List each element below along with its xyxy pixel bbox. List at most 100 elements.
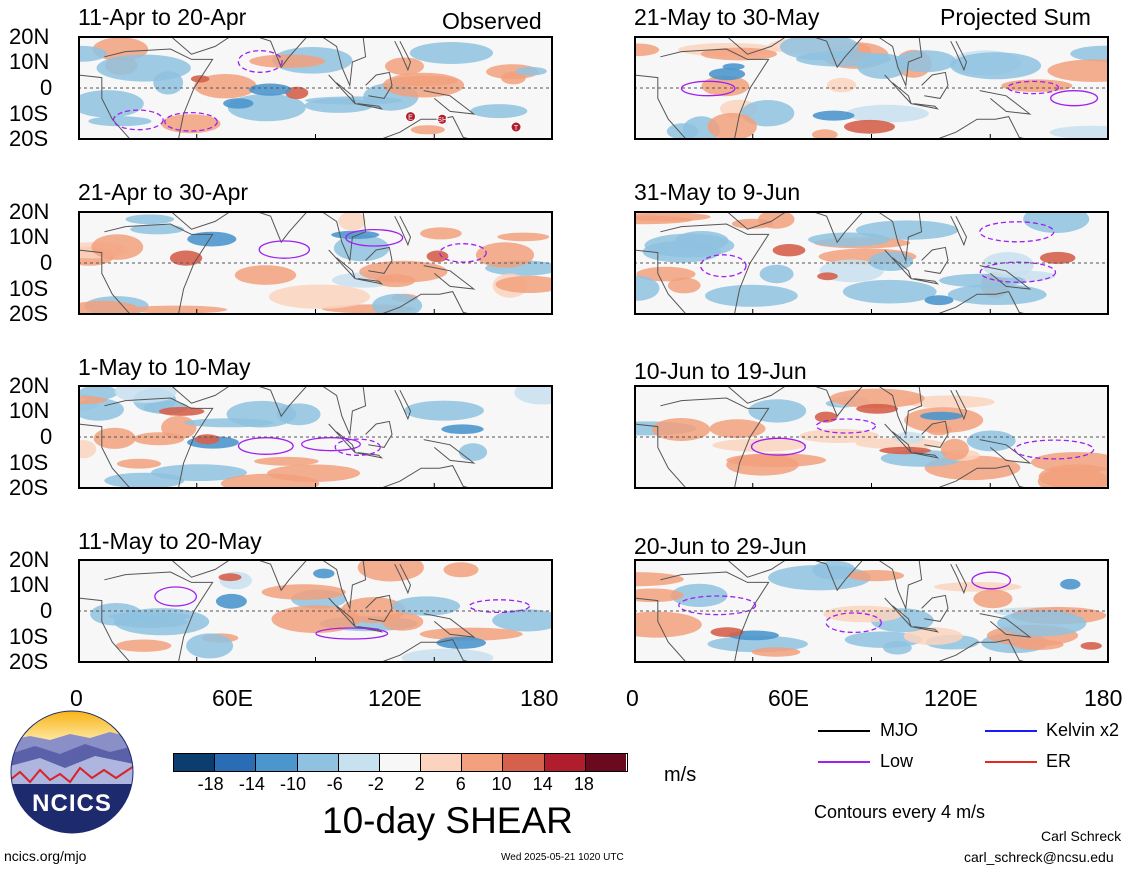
shear-region xyxy=(514,385,553,405)
y-tick-label: 10S xyxy=(9,624,49,649)
coastline xyxy=(810,385,864,418)
low-contour xyxy=(1050,90,1099,107)
y-tick-label: 10N xyxy=(9,398,50,423)
shear-region xyxy=(895,50,957,73)
ncics-logo: NCICS xyxy=(10,710,134,834)
contour-note: Contours every 4 m/s xyxy=(814,802,986,822)
coastline xyxy=(876,559,923,611)
shear-region xyxy=(382,72,465,98)
shear-region xyxy=(357,559,424,582)
shear-region xyxy=(470,104,528,119)
coastline xyxy=(170,559,232,578)
y-tick-label: 0 xyxy=(40,250,53,275)
low-contour xyxy=(1007,80,1060,95)
panel-title: 11-May to 20-May xyxy=(78,528,262,554)
shear-core xyxy=(844,119,895,134)
shear-core xyxy=(331,230,380,239)
shear-core xyxy=(710,627,744,637)
shear-region xyxy=(940,438,969,461)
low-contour xyxy=(164,111,218,132)
shear-region xyxy=(947,284,1047,305)
legend-line-low xyxy=(818,761,870,763)
panel-map xyxy=(78,559,553,663)
shear-region xyxy=(90,603,143,626)
shear-region xyxy=(515,66,547,76)
shear-region xyxy=(634,611,702,638)
coastline xyxy=(378,465,474,489)
shear-region xyxy=(261,584,346,600)
shear-region xyxy=(634,572,684,587)
shear-core xyxy=(218,573,242,582)
low-contour xyxy=(439,243,487,263)
shear-region xyxy=(842,279,937,304)
coastline xyxy=(911,103,940,110)
storm-marker-label: T xyxy=(514,125,519,132)
coastline xyxy=(979,265,1032,290)
coastline xyxy=(934,639,1030,663)
x-tick-label: 60E xyxy=(212,685,253,711)
coastline xyxy=(394,40,412,72)
coastline xyxy=(423,265,476,290)
y-tick-label: 20N xyxy=(9,24,50,49)
shear-region xyxy=(748,399,807,423)
low-contour xyxy=(154,586,198,607)
coastline xyxy=(394,389,412,421)
panel-map xyxy=(634,559,1109,663)
colorbar-cell xyxy=(379,754,422,771)
shear-region xyxy=(126,305,228,314)
shear-core xyxy=(426,250,449,263)
coastline xyxy=(78,571,214,663)
coastline xyxy=(950,389,968,421)
coastline xyxy=(884,597,912,627)
coastline xyxy=(810,211,864,244)
shear-core xyxy=(1060,578,1081,590)
shear-region xyxy=(636,266,696,282)
low-contour xyxy=(237,50,283,73)
logo-text: NCICS xyxy=(32,790,112,817)
y-tick-label: 20N xyxy=(9,199,50,224)
low-contour xyxy=(750,437,806,456)
shear-region xyxy=(91,234,144,260)
coastline xyxy=(320,211,367,263)
low-contour xyxy=(979,261,1057,283)
shear-region xyxy=(926,423,952,436)
coastline xyxy=(423,439,476,464)
shear-region xyxy=(666,123,699,140)
coastline xyxy=(911,626,940,633)
coastline xyxy=(634,397,770,489)
coastline xyxy=(423,613,476,638)
panel-map xyxy=(78,211,553,315)
coastline xyxy=(726,559,788,578)
shear-core xyxy=(169,250,203,266)
website-text: ncics.org/mjo xyxy=(4,848,87,864)
x-tick-label: 0 xyxy=(70,685,83,711)
shear-region xyxy=(409,42,493,64)
coastline xyxy=(394,215,412,247)
shear-region xyxy=(420,227,462,240)
shear-region xyxy=(845,104,929,123)
shear-region xyxy=(812,129,838,140)
colorbar-tick-label: -10 xyxy=(280,774,307,794)
panel-map xyxy=(634,385,1109,489)
shear-region xyxy=(130,224,184,235)
panel-title: 21-Apr to 30-Apr xyxy=(78,179,249,205)
shear-region xyxy=(893,431,924,444)
shear-core xyxy=(879,446,931,455)
colorbar-cell xyxy=(215,754,257,771)
shear-core xyxy=(856,403,898,414)
shear-region xyxy=(1047,59,1109,82)
shear-region xyxy=(829,388,925,408)
chart-title: 10-day SHEAR xyxy=(322,800,573,841)
shear-region xyxy=(670,583,728,607)
shear-region xyxy=(707,113,757,140)
coastline xyxy=(934,116,1030,140)
coastline xyxy=(378,291,474,315)
coastline xyxy=(254,211,308,244)
coastline xyxy=(950,40,968,72)
shear-region xyxy=(249,54,326,68)
panel-map xyxy=(634,36,1109,140)
observed-label: Observed xyxy=(442,8,542,34)
coastline xyxy=(979,90,1032,115)
shear-region xyxy=(759,264,794,284)
